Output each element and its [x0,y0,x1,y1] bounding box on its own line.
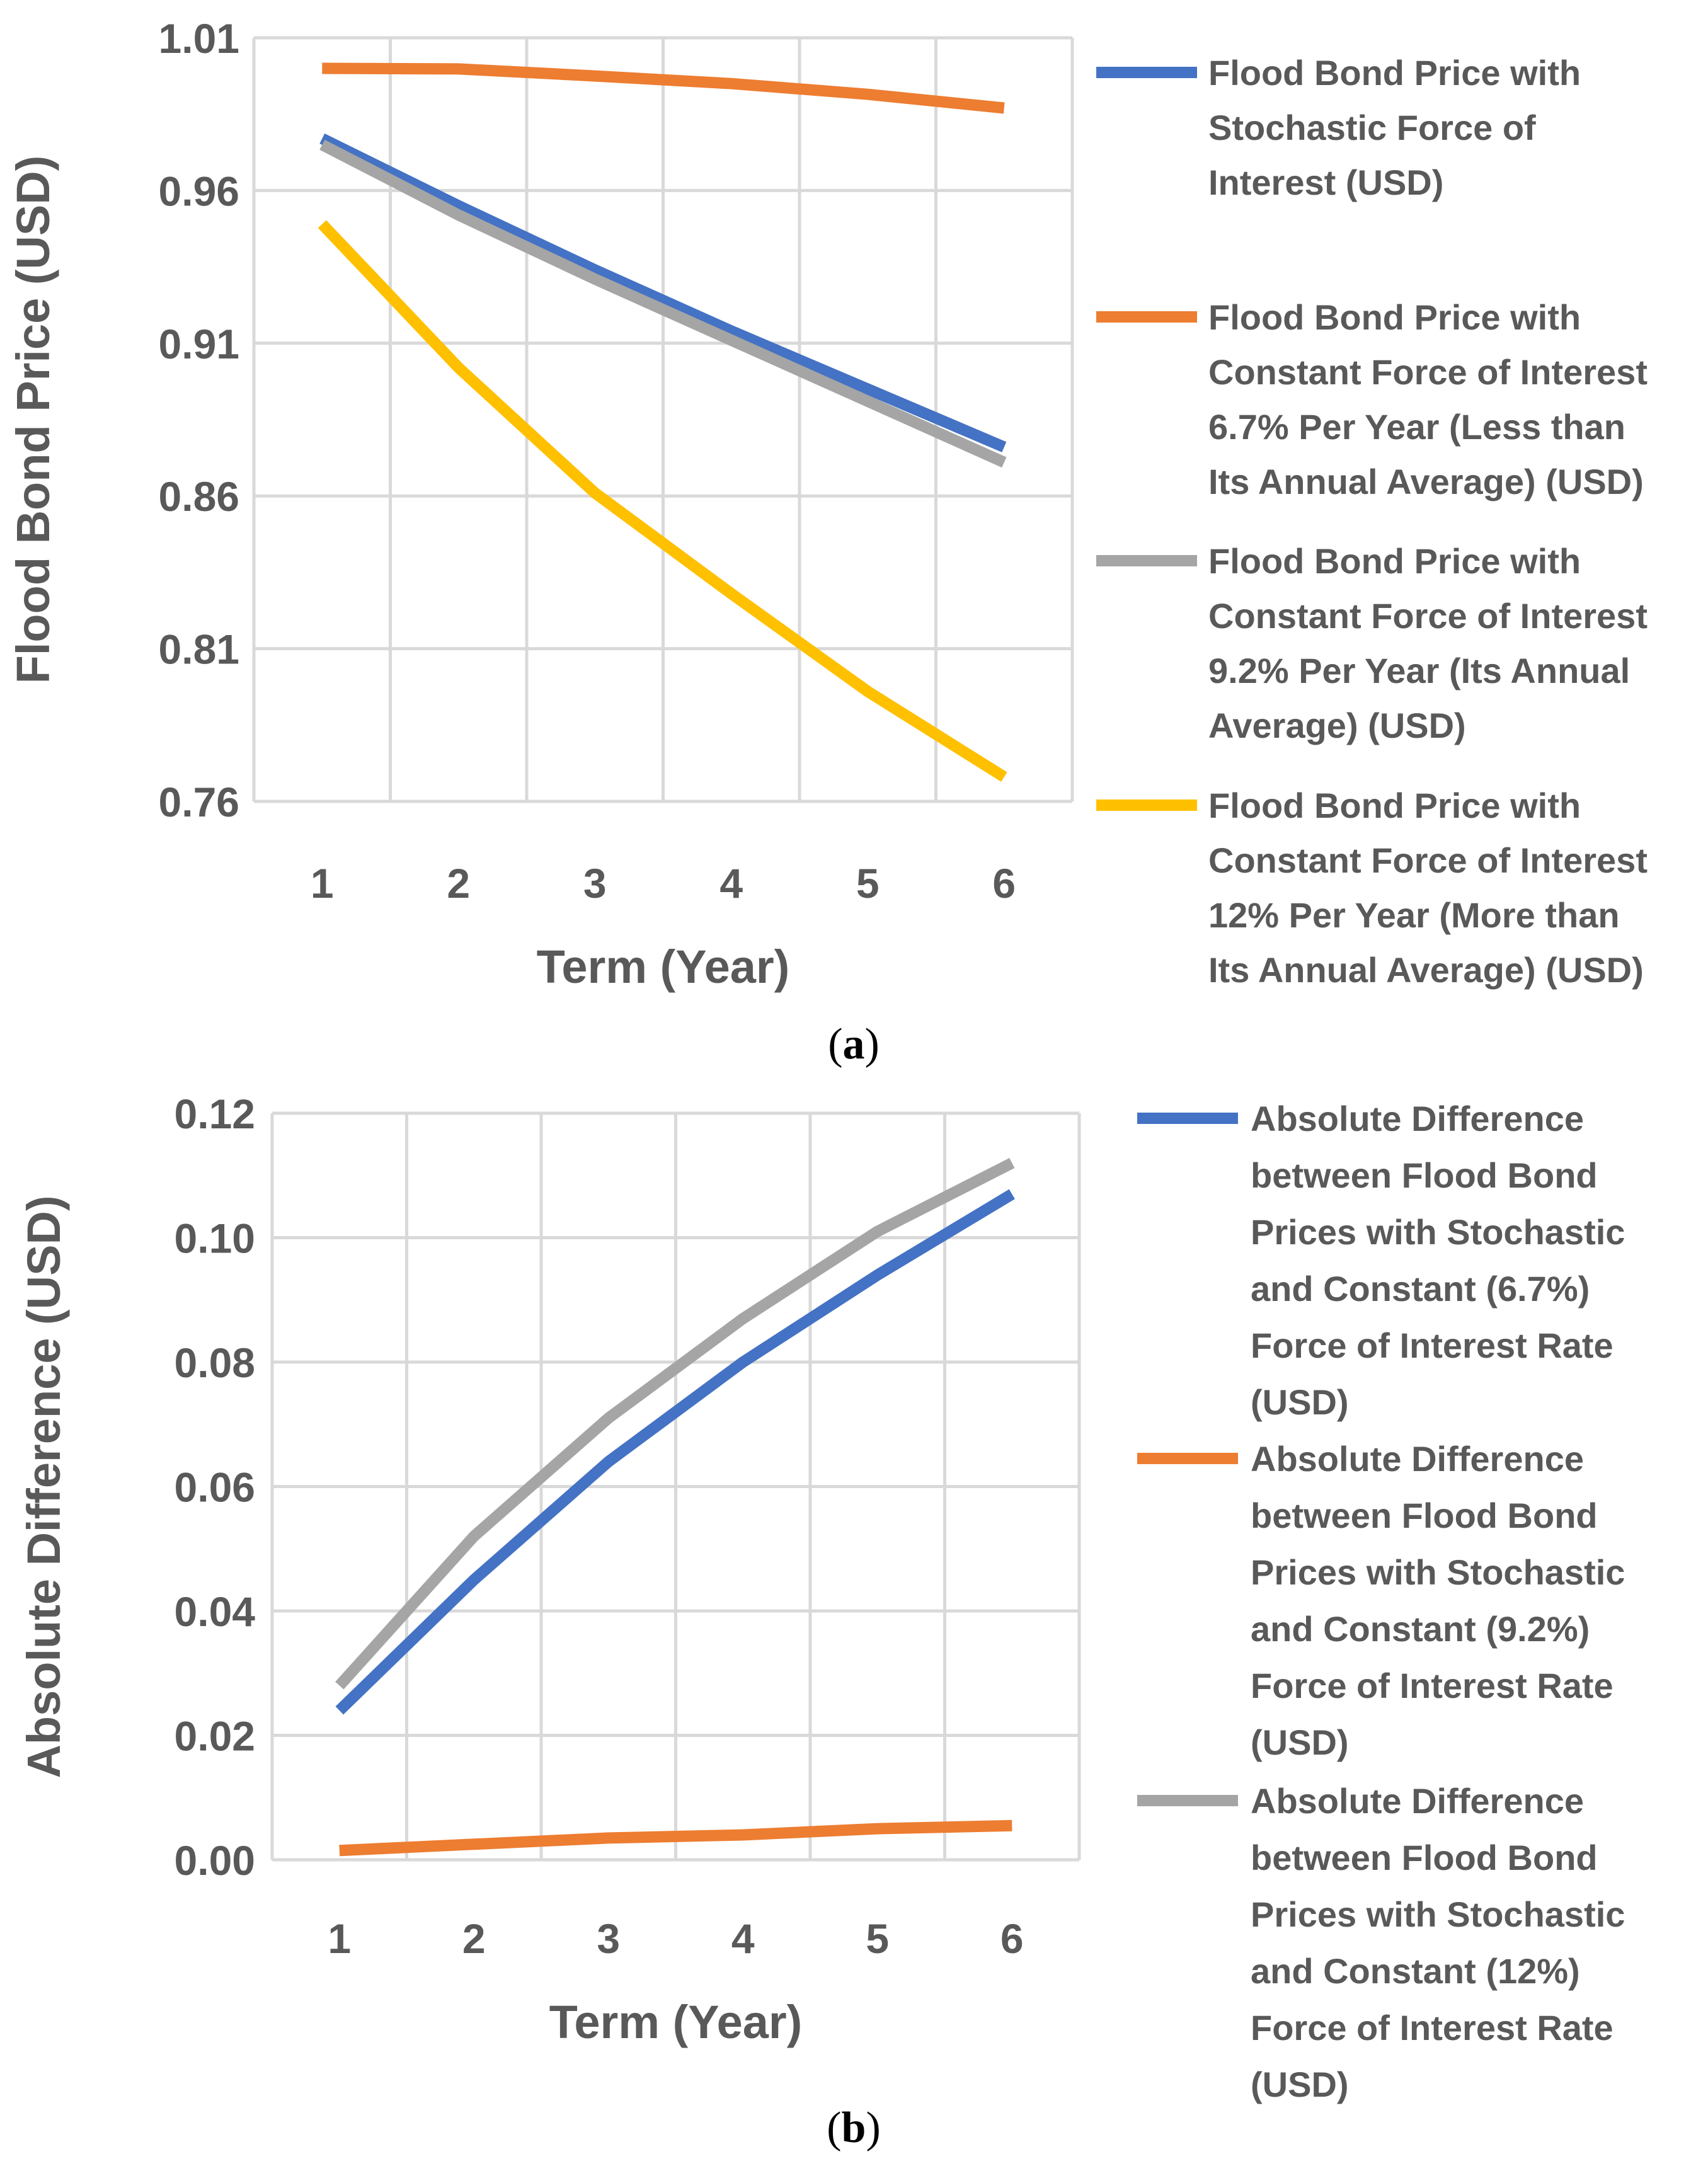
chart-a-caption: (a) [828,1020,880,1069]
chart-a-y-axis-title: Flood Bond Price (USD) [7,156,59,684]
chart-a-x-tick-label: 4 [719,860,743,907]
chart-b-y-tick-label: 0.06 [175,1464,255,1511]
chart-a-series-line-3 [319,139,1007,468]
chart-b-caption: (b) [827,2104,881,2152]
chart-b-legend: Absolute Difference between Flood Bond Pri… [1137,1099,1625,2104]
chart-a-legend-label: Flood Bond Price with Constant Force of I… [1208,786,1648,990]
chart-a-y-tick-label: 0.81 [159,626,239,673]
chart-b: 0.00 0.02 0.04 0.06 0.08 0.10 0.12 1 2 3 4 5 6 Term (… [18,1091,1625,2152]
chart-b-x-tick-label: 5 [866,1915,889,1962]
chart-a-caption-letter: a [843,1020,865,1069]
chart-b-legend-label: Absolute Difference between Flood Bond Pri… [1251,1099,1625,1422]
chart-b-y-tick-label: 0.12 [175,1091,255,1137]
chart-a-y-tick-label: 0.96 [159,168,239,214]
chart-a-x-axis-title: Term (Year) [537,941,790,993]
chart-b-series-line-1 [335,1189,1015,1715]
chart-b-series-line-3 [335,1157,1015,1690]
chart-b-y-tick-label: 0.08 [175,1339,255,1386]
chart-a-y-tick-label: 0.91 [159,321,239,367]
chart-a-y-tick-label: 0.86 [159,473,239,520]
chart-a-gridlines [252,36,1074,803]
chart-b-y-axis-title: Absolute Difference (USD) [18,1195,70,1778]
chart-a-series-line-4 [318,220,1007,782]
chart-a-legend-label: Flood Bond Price with Constant Force of I… [1208,297,1648,501]
chart-b-caption-letter: b [842,2104,866,2152]
chart-a-x-tick-label: 2 [447,860,470,907]
chart-a-legend-item-3: Flood Bond Price with Constant Force of I… [1096,541,1648,745]
chart-b-y-tick-label: 0.10 [175,1215,255,1262]
chart-a-y-tick-label: 1.01 [159,15,239,62]
chart-a-x-tick-label: 1 [311,860,334,907]
chart-b-y-tick-label: 0.00 [175,1837,255,1884]
chart-b-y-tick-label: 0.02 [175,1713,255,1760]
chart-b-x-tick-label: 4 [731,1915,755,1962]
chart-b-x-tick-label: 1 [328,1915,351,1962]
chart-b-legend-item-3: Absolute Difference between Flood Bond Pri… [1137,1781,1625,2104]
chart-a-legend-item-1: Flood Bond Price with Stochastic Force of… [1096,53,1581,202]
chart-a: 0.76 0.81 0.86 0.91 0.96 1.01 1 2 3 4 5 6 Term (Year… [7,15,1648,1069]
chart-b-x-tick-label: 3 [597,1915,620,1962]
chart-a-x-tick-label: 3 [583,860,607,907]
chart-b-legend-label: Absolute Difference between Flood Bond Pri… [1251,1439,1625,1762]
chart-a-y-tick-label: 0.76 [159,779,239,825]
chart-a-legend-label: Flood Bond Price with Stochastic Force of… [1208,53,1581,202]
chart-b-x-tick-label: 2 [462,1915,486,1962]
chart-b-legend-item-2: Absolute Difference between Flood Bond Pri… [1137,1439,1625,1762]
chart-b-x-tick-label: 6 [1000,1915,1024,1962]
chart-b-x-axis-title: Term (Year) [549,1996,803,2048]
chart-a-series-line-1 [319,133,1007,452]
chart-a-legend-item-2: Flood Bond Price with Constant Force of I… [1096,297,1648,501]
chart-b-series-line-2 [339,1819,1012,1857]
chart-b-legend-label: Absolute Difference between Flood Bond Pri… [1251,1781,1625,2104]
chart-a-x-tick-label: 5 [856,860,880,907]
chart-b-y-tick-label: 0.04 [175,1588,256,1635]
chart-a-series-line-2 [322,62,1005,114]
chart-a-legend: Flood Bond Price with Stochastic Force of… [1096,53,1648,990]
chart-a-legend-item-4: Flood Bond Price with Constant Force of I… [1096,786,1648,990]
chart-a-x-tick-label: 6 [992,860,1016,907]
chart-a-legend-label: Flood Bond Price with Constant Force of I… [1208,541,1648,745]
chart-b-legend-item-1: Absolute Difference between Flood Bond Pri… [1137,1099,1625,1422]
